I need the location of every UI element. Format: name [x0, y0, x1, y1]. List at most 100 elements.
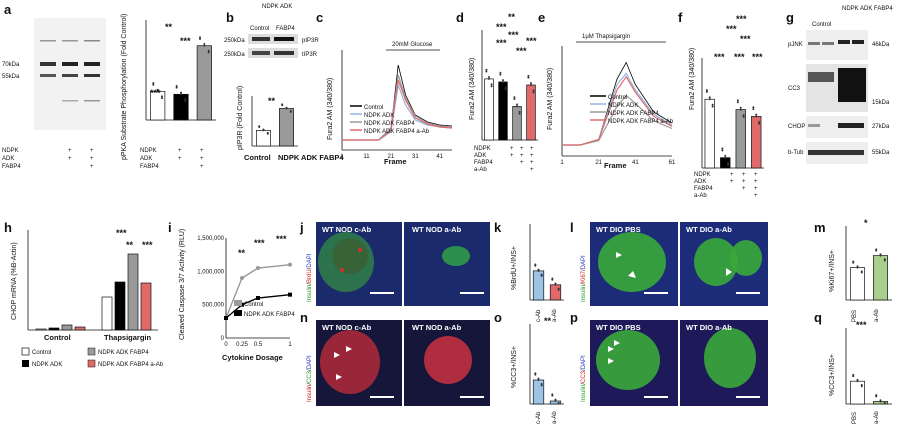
svg-text:+: +	[520, 153, 524, 159]
svg-text:+: +	[520, 160, 524, 166]
scale-bar	[460, 292, 484, 294]
data-point	[551, 278, 554, 281]
panel-label: e	[538, 10, 545, 25]
column-header: Control	[812, 22, 831, 28]
group-label: Control	[44, 333, 71, 342]
data-point	[490, 85, 493, 88]
legend-label: Control	[364, 105, 383, 111]
data-point	[240, 276, 244, 280]
legend-label: Control	[608, 95, 627, 101]
significance-marker: **	[126, 240, 134, 250]
svg-text:+: +	[730, 172, 734, 178]
data-point	[856, 380, 859, 383]
data-point	[879, 400, 882, 403]
data-point	[532, 91, 535, 94]
significance-marker: **	[508, 12, 516, 22]
row-label: ADK	[694, 179, 706, 185]
data-point	[721, 149, 724, 152]
x-axis-label: Cytokine Dosage	[222, 353, 283, 362]
panel-label: n	[300, 310, 308, 325]
data-point	[875, 249, 878, 252]
data-point	[175, 86, 178, 89]
legend-label: NDPK ADK FABP4 a-Ab	[364, 129, 430, 135]
legend-label: NDPK ADK FABP4	[98, 350, 149, 356]
bar	[526, 84, 536, 141]
data-point	[537, 379, 540, 381]
significance-marker: ***	[180, 36, 191, 46]
data-point	[485, 68, 488, 71]
data-point	[152, 83, 155, 86]
data-point	[516, 105, 518, 108]
bar	[74, 326, 86, 331]
svg-text:+: +	[510, 153, 514, 159]
row-label: ADK	[140, 156, 152, 162]
svg-text:+: +	[530, 160, 534, 166]
data-point	[755, 113, 758, 116]
micrograph-title: WT DIO a-Ab	[686, 225, 732, 234]
svg-text:+: +	[754, 186, 758, 192]
tick-label: 1	[560, 160, 564, 166]
bar	[196, 45, 212, 121]
data-point	[736, 99, 739, 102]
data-point	[281, 104, 284, 107]
band-label: pJNK	[788, 42, 803, 48]
data-point	[860, 385, 863, 388]
bar	[279, 108, 294, 147]
blot-band-pip3r	[248, 34, 298, 44]
row-label: NDPK	[140, 148, 157, 154]
data-point	[490, 83, 493, 86]
tick-label: 0.5	[254, 342, 263, 348]
data-point	[499, 73, 502, 76]
row-label: NDPK	[2, 148, 19, 154]
y-axis-label: %BrdU+/INS+	[511, 246, 518, 290]
data-point	[708, 98, 711, 101]
data-point	[727, 164, 730, 167]
data-point	[502, 80, 504, 83]
data-point	[530, 82, 532, 85]
category-label: a-Ab	[552, 309, 558, 322]
svg-text:+: +	[754, 172, 758, 178]
micrograph-title: WT DIO PBS	[596, 225, 641, 234]
data-point	[755, 115, 758, 118]
data-point	[883, 259, 886, 262]
micrograph-title: WT DIO a-Ab	[686, 323, 732, 332]
marker-label: 55kDa	[2, 74, 20, 80]
significance-marker: ***	[254, 238, 265, 248]
series-line	[342, 79, 453, 141]
panel-q: q %CC3+/INS+ PBS a-Ab ***	[814, 310, 892, 424]
panel-b: b NDPK ADK Control FABP4 250kDa 250kDa p…	[224, 4, 344, 162]
lane-label: Control	[250, 26, 269, 32]
scale-bar	[460, 396, 484, 398]
data-point	[203, 44, 206, 47]
stain-legend: Insulin/CC3/DAPI	[581, 355, 587, 402]
legend-label: NDPK ADK FABP4	[608, 111, 659, 117]
data-point	[198, 36, 201, 39]
data-point	[488, 77, 490, 80]
svg-text:+: +	[754, 193, 758, 199]
svg-text:+: +	[68, 148, 72, 154]
row-label: a-Ab	[694, 193, 707, 199]
marker-label: 46kDa	[872, 42, 890, 48]
bar	[873, 255, 888, 301]
micrograph-title: WT NOD c-Ab	[322, 225, 372, 234]
y-axis-label: Fura2 AM (340/380)	[469, 58, 476, 120]
annotation: 20mM Glucose	[392, 42, 433, 48]
bar	[140, 282, 152, 331]
category-label: a-Ab	[874, 309, 880, 322]
panel-k: k %BrdU+/INS+ c-Ab a-Ab	[494, 220, 564, 322]
tick-label: 61	[669, 160, 676, 166]
row-label: ADK	[2, 156, 14, 162]
data-point	[736, 101, 739, 104]
micrograph-title: WT DIO PBS	[596, 323, 641, 332]
panel-label: j	[299, 220, 304, 235]
data-point	[530, 84, 532, 86]
legend-swatch	[234, 310, 242, 316]
data-point	[518, 110, 521, 113]
data-point	[504, 86, 507, 89]
stain-legend: Insulin/Ki67/DAPI	[581, 255, 587, 302]
series-line	[562, 72, 673, 146]
data-point	[262, 129, 265, 132]
category-label: c-Ab	[536, 309, 542, 322]
data-point	[758, 120, 761, 123]
